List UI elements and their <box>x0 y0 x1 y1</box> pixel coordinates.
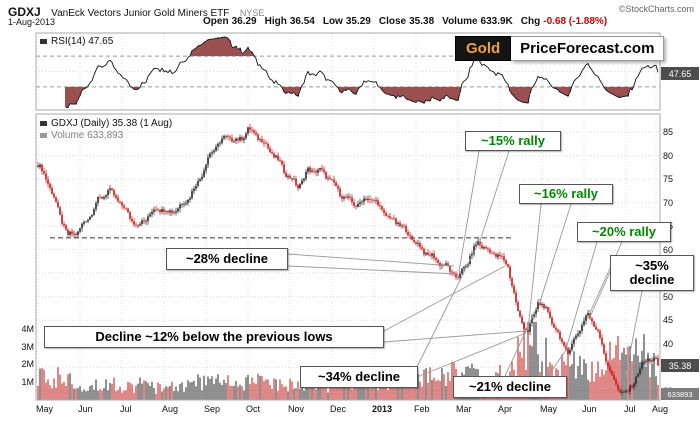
month-axis-label: 2013 <box>372 404 393 414</box>
header-line1: GDXJ VanEck Vectors Junior Gold Miners E… <box>8 3 264 21</box>
annotation-leader-line <box>589 271 611 318</box>
high-value: 36.54 <box>289 16 315 27</box>
rsi-series-label: RSI(14) 47.65 <box>40 36 113 47</box>
annotation-leader-line <box>623 290 643 385</box>
volume-axis-label: 4M <box>21 324 34 334</box>
month-axis-label: Aug <box>162 404 179 414</box>
low-label: Low <box>322 16 343 27</box>
annotation-rally-15: ~15% rally <box>465 131 561 151</box>
annotation-leader-line <box>416 245 478 368</box>
rsi-label-text: RSI(14) 47.65 <box>51 36 114 47</box>
annotation-leader-line <box>287 253 455 267</box>
month-axis-label: Jul <box>120 404 132 414</box>
price-axis-label: 50 <box>663 292 674 302</box>
month-axis-label: Dec <box>330 404 347 414</box>
stockcharts-credit: ©StockCharts.com <box>618 4 694 14</box>
annotation-leader-line <box>504 306 538 377</box>
ticker-symbol: GDXJ <box>8 5 41 19</box>
price-axis-label: 45 <box>663 315 674 325</box>
month-axis-label: Sep <box>204 404 221 414</box>
month-axis-label: May <box>540 404 558 414</box>
volume-axis-label: 2M <box>21 359 34 369</box>
annotation-leader-line <box>547 349 567 377</box>
quote-summary: Open 36.29 High 36.54 Low 35.29 Close 35.38 Volu… <box>203 16 607 27</box>
month-axis-label: Apr <box>498 404 513 414</box>
annotation-leader-line <box>383 265 506 332</box>
price-axis-label: 85 <box>663 127 674 137</box>
month-axis-label: Nov <box>288 404 305 414</box>
annotation-decline-21: ~21% decline <box>453 376 567 398</box>
logo-priceforecast-box: PriceForecast.com <box>511 36 665 61</box>
candle-wicks-down <box>37 123 659 394</box>
annotation-leader-line <box>478 150 510 245</box>
close-value: 35.38 <box>409 16 435 27</box>
month-axis-label: Jul <box>624 404 636 414</box>
price-swatch-icon <box>40 121 47 126</box>
price-axis-label: 70 <box>663 198 674 208</box>
month-axis-label: Mar <box>456 404 472 414</box>
month-axis-label: Jun <box>78 404 93 414</box>
exchange-label: NYSE <box>239 8 265 18</box>
chg-value: -0.68 (-1.88%) <box>543 16 608 27</box>
annotation-leader-line <box>458 150 480 273</box>
volume-axis-label: 3M <box>21 342 34 352</box>
annotation-leader-line <box>538 203 572 306</box>
annotation-leader-line <box>565 241 598 350</box>
rsi-value-badge: 47.65 <box>661 67 699 80</box>
price-label-text: GDXJ (Daily) 35.38 (1 Aug) <box>51 118 173 129</box>
volume-swatch-icon <box>40 133 47 138</box>
annotation-leader-line <box>287 265 459 275</box>
last-price-badge: 35.38 <box>661 359 699 372</box>
annotation-leader-line <box>587 241 623 318</box>
rsi-swatch-icon <box>40 39 47 44</box>
volume-series-label: Volume 633,893 <box>40 130 123 141</box>
low-value: 35.29 <box>345 16 371 27</box>
annotation-decline-28: ~28% decline <box>166 248 288 270</box>
price-axis-label: 75 <box>663 174 674 184</box>
price-axis-label: 60 <box>663 245 674 255</box>
annotation-rally-20: ~20% rally <box>577 222 671 242</box>
month-axis-label: Aug <box>652 404 669 414</box>
candle-wicks-up <box>39 126 657 396</box>
instrument-name: VanEck Vectors Junior Gold Miners ETF <box>51 8 230 19</box>
rsi-panel-border <box>35 32 661 111</box>
month-axis-label: Jun <box>582 404 597 414</box>
main-panel-border <box>35 113 661 401</box>
price-series-label: GDXJ (Daily) 35.38 (1 Aug) <box>40 118 172 129</box>
candle-bodies-down <box>37 127 659 393</box>
logo-gold-box: Gold <box>455 36 512 61</box>
candle-bodies-up <box>39 127 657 393</box>
high-label: High <box>264 16 287 27</box>
rsi-line <box>65 36 659 108</box>
volume-label: Volume <box>442 16 478 27</box>
annotation-leader-line <box>383 330 527 343</box>
volume-axis-label: 1M <box>21 377 34 387</box>
open-label: Open <box>203 16 229 27</box>
open-value: 36.29 <box>231 16 257 27</box>
month-axis-label: May <box>36 404 54 414</box>
last-volume-badge: 633893 <box>661 388 699 400</box>
annotation-leader-line <box>416 332 527 378</box>
volume-label-text: Volume 633,893 <box>51 130 124 141</box>
chg-label: Chg <box>520 16 541 27</box>
month-axis-label: Oct <box>246 404 261 414</box>
annotation-rally-16: ~16% rally <box>519 184 613 204</box>
annotation-decline-12-below-lows: Decline ~12% below the previous lows <box>44 326 384 348</box>
price-axis-label: 40 <box>663 339 674 349</box>
volume-bars-up <box>39 321 657 400</box>
annotation-leader-line <box>527 203 542 331</box>
chart-date: 1-Aug-2013 <box>8 17 56 27</box>
volume-value: 633.9K <box>480 16 513 27</box>
month-axis-label: Feb <box>414 404 430 414</box>
annotation-decline-34: ~34% decline <box>300 366 418 388</box>
priceforecast-logo: Gold PriceForecast.com <box>455 36 665 61</box>
annotation-decline-35: ~35% decline <box>610 255 694 291</box>
close-label: Close <box>378 16 407 27</box>
volume-bars-down <box>37 321 659 400</box>
price-axis-label: 80 <box>663 151 674 161</box>
